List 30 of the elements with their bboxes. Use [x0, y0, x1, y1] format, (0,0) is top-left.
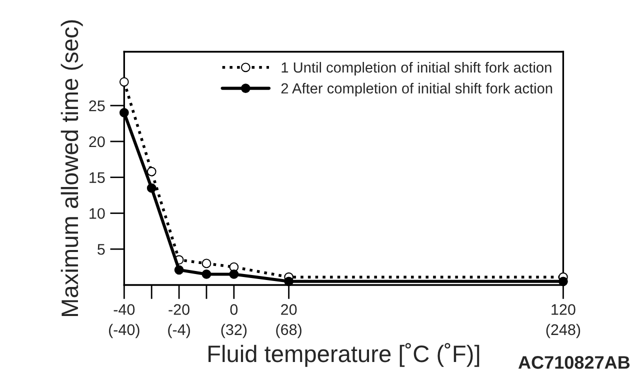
x2-tick-label: (-4): [168, 324, 190, 338]
point: [202, 258, 212, 268]
point: [229, 270, 239, 279]
x-axis-title: Fluid temperature [˚C (˚F)]: [208, 342, 480, 367]
legend-label: 2 After completion of initial shift fork action: [281, 82, 552, 96]
y-tick-label: 10: [90, 208, 105, 219]
x2-tick-label: (248): [546, 324, 580, 338]
point: [119, 77, 129, 87]
x-tick-label: 0: [230, 304, 238, 315]
x-tick-label: -40: [114, 304, 135, 315]
point: [146, 166, 156, 176]
point: [119, 108, 129, 118]
legend-label: 1 Until completion of initial shift fork action: [282, 62, 552, 76]
y-tick-label: 5: [98, 244, 105, 255]
text: AC710827AB: [518, 356, 630, 369]
x2-tick-label: (32): [221, 324, 247, 338]
x-tick-label: -20: [168, 304, 190, 315]
x2-tick-label: (68): [276, 324, 302, 338]
point: [202, 270, 212, 279]
x-tick-label: 120: [552, 304, 576, 315]
y-tick-label: 15: [90, 172, 105, 184]
point: [284, 276, 294, 286]
y-tick-label: 20: [89, 136, 105, 148]
y-tick-label: 25: [89, 100, 105, 112]
point: [146, 183, 156, 193]
y-axis-title: Maximum allowed time (sec): [60, 20, 83, 316]
x-tick-label: 20: [281, 304, 297, 315]
point: [558, 276, 568, 286]
point: [174, 265, 184, 275]
x2-tick-label: (-40): [108, 324, 140, 338]
